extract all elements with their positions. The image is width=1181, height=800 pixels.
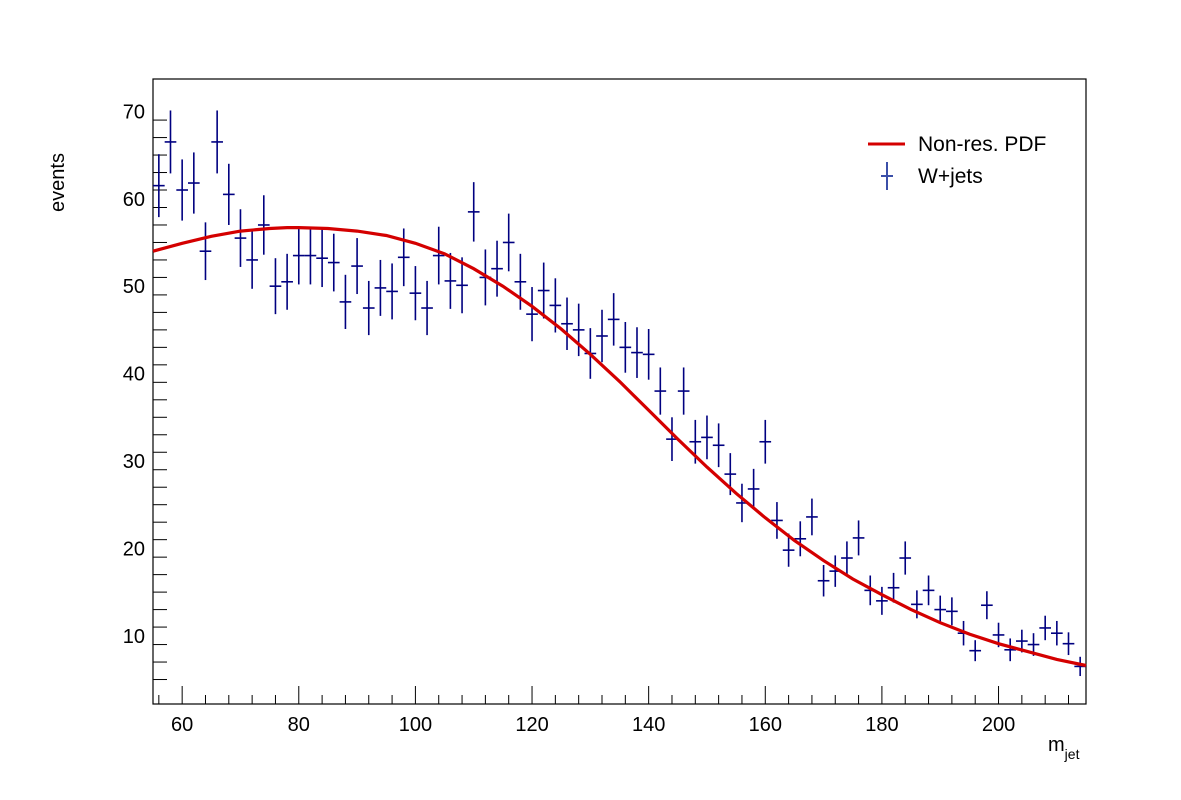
data-point	[1051, 620, 1063, 646]
x-tick-label: 80	[288, 714, 310, 736]
data-point	[561, 297, 573, 350]
data-point	[351, 238, 363, 295]
data-point	[1039, 615, 1052, 641]
data-point	[164, 110, 177, 174]
data-point	[362, 280, 375, 336]
data-point	[1004, 638, 1017, 662]
data-point	[409, 266, 422, 321]
x-tick-label: 200	[982, 714, 1015, 736]
data-point	[946, 597, 958, 626]
data-point	[246, 231, 258, 289]
data-point	[153, 154, 165, 218]
data-point	[887, 572, 900, 603]
data-point	[502, 213, 515, 272]
data-point	[304, 226, 317, 285]
data-point	[596, 309, 608, 363]
data-point	[981, 591, 993, 620]
data-point	[432, 226, 445, 285]
data-point	[199, 222, 212, 281]
data-point	[176, 159, 188, 221]
data-point	[876, 586, 888, 615]
data-point	[526, 287, 538, 342]
data-point	[222, 163, 235, 225]
data-point	[292, 226, 305, 285]
data-point	[386, 263, 398, 320]
legend: Non-res. PDF W+jets	[868, 133, 1046, 190]
data-points	[153, 110, 1086, 677]
x-axis-title-sub: jet	[1064, 746, 1080, 762]
data-point	[934, 595, 947, 624]
data-point	[257, 195, 270, 255]
data-point	[607, 293, 620, 346]
data-point	[467, 182, 480, 242]
data-point	[806, 498, 818, 536]
data-point	[327, 233, 340, 292]
data-point	[421, 280, 433, 336]
data-point	[572, 303, 585, 357]
data-point	[817, 565, 830, 597]
data-point	[654, 367, 667, 415]
x-tick-label: 120	[515, 714, 548, 736]
x-axis-ticks: 60 80 100 120 140 160 180 200	[158, 686, 1070, 736]
data-point	[969, 640, 982, 662]
data-point	[794, 521, 807, 557]
data-point	[281, 253, 293, 310]
data-point	[234, 209, 247, 267]
y-tick-label: 20	[123, 538, 145, 560]
data-point	[397, 228, 410, 287]
data-point	[642, 329, 655, 380]
x-axis-title-main: m	[1048, 734, 1065, 756]
legend-fit-label: Non-res. PDF	[918, 133, 1046, 156]
data-point	[631, 327, 643, 378]
data-point	[782, 533, 795, 567]
data-point	[444, 252, 457, 309]
data-point	[747, 468, 760, 510]
x-axis-title: mjet	[1048, 734, 1080, 762]
data-point	[619, 322, 632, 373]
data-point	[339, 274, 352, 329]
y-tick-label: 70	[123, 101, 145, 123]
data-point	[852, 520, 865, 556]
y-axis-title: events	[47, 153, 69, 212]
data-point	[771, 502, 783, 539]
data-point	[537, 262, 550, 319]
y-tick-label: 10	[123, 626, 145, 648]
data-point	[899, 541, 912, 575]
data-point	[491, 240, 503, 297]
y-tick-label: 30	[123, 451, 145, 473]
data-point	[701, 415, 713, 460]
data-point	[187, 152, 200, 214]
fit-curve	[152, 226, 1087, 668]
data-point	[759, 419, 772, 464]
data-point	[269, 258, 282, 315]
data-point	[677, 367, 690, 415]
legend-data-label: W+jets	[918, 165, 983, 188]
y-tick-label: 40	[123, 364, 145, 386]
y-tick-label: 50	[123, 276, 145, 298]
x-tick-label: 100	[399, 714, 432, 736]
x-tick-label: 60	[171, 714, 193, 736]
x-tick-label: 180	[865, 714, 898, 736]
data-point	[211, 110, 223, 174]
x-tick-label: 160	[749, 714, 782, 736]
data-point	[316, 229, 328, 288]
data-point	[1062, 632, 1075, 656]
data-point	[922, 575, 935, 606]
x-tick-label: 140	[632, 714, 665, 736]
y-tick-label: 60	[123, 189, 145, 211]
data-point	[712, 423, 725, 468]
data-point	[841, 541, 853, 575]
y-axis-ticks: 10 20 30 40 50 60 70	[123, 101, 167, 681]
data-point	[456, 257, 468, 314]
data-point	[514, 253, 527, 310]
plot-frame	[152, 78, 1087, 705]
data-point	[374, 259, 387, 316]
